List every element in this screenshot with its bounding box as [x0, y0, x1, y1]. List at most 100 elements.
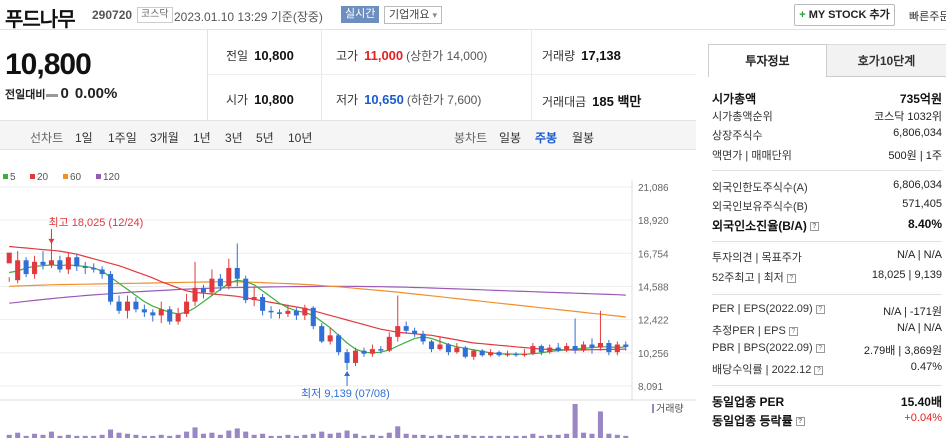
realtime-button[interactable]: 실시간	[341, 6, 380, 23]
divider	[712, 294, 942, 295]
candle-body	[175, 313, 181, 322]
current-price: 10,800	[5, 48, 92, 81]
volume-bar	[243, 431, 249, 438]
price-chart[interactable]: 21,086 18,920 16,754 14,588 12,422 10,256 8,09…	[0, 150, 696, 438]
industry-rate-value: +0.04%	[904, 412, 942, 424]
shares-value: 6,806,034	[893, 127, 942, 139]
quick-order-link[interactable]: 빠른주문	[909, 11, 946, 23]
candle-daily[interactable]: 일봉	[499, 131, 522, 145]
divider	[712, 241, 942, 242]
candle-body	[57, 260, 63, 270]
candle-body	[412, 330, 418, 334]
ma-legend-label: 5	[10, 172, 16, 183]
volume-bar	[226, 430, 232, 438]
volume-bar	[200, 433, 207, 438]
volume-bar	[285, 434, 291, 438]
industry-rate-label: 동일업종 등락률?	[712, 412, 805, 429]
help-icon[interactable]: ?	[815, 343, 825, 353]
market-cap-value: 735억원	[899, 92, 942, 106]
foreign-rate-value: 8.40%	[907, 217, 942, 231]
rank-value: 코스닥 1032위	[873, 111, 942, 123]
quote-datetime: 2023.01.10 13:29 기준(장중)	[174, 10, 323, 24]
volume-bar	[437, 434, 443, 438]
volume-bar	[530, 433, 536, 438]
candle-body	[260, 297, 266, 311]
help-icon[interactable]: ?	[815, 304, 825, 314]
period-1w[interactable]: 1주일	[108, 131, 137, 145]
volume-bar	[251, 434, 257, 438]
line-chart-label: 선차트	[30, 131, 64, 145]
candle-body	[352, 350, 359, 363]
candle-monthly[interactable]: 월봉	[572, 131, 595, 145]
candle-weekly[interactable]: 주봉	[535, 131, 558, 145]
candle-body	[302, 307, 308, 316]
volume-bar	[108, 429, 114, 438]
candle-body	[285, 310, 291, 314]
volume-bar	[471, 435, 477, 438]
volume-bar	[260, 433, 266, 438]
opinion-row: 투자의견 | 목표주가 N/A | N/A	[712, 249, 942, 266]
company-overview-dropdown[interactable]: 기업개요 ▾	[384, 6, 443, 24]
tab-order-book[interactable]: 호가10단계	[827, 44, 946, 77]
volume-label: 거래량	[542, 49, 576, 63]
dividend-row: 배당수익률 | 2022.12? 0.47%	[712, 361, 942, 378]
chevron-down-icon: ▾	[432, 10, 438, 20]
candle-body	[116, 301, 122, 311]
volume-bar	[555, 434, 561, 438]
volume-bar	[597, 411, 603, 438]
candle-body	[32, 261, 38, 275]
opinion-label: 투자의견 | 목표주가	[712, 252, 802, 264]
volume-bar	[412, 434, 418, 438]
volume-legend-label: 거래량	[656, 403, 684, 415]
volume-bar	[623, 435, 629, 438]
est-per-row: 추정PER | EPS? N/A | N/A	[712, 322, 942, 339]
candle-body	[226, 267, 232, 287]
volume-bar	[82, 435, 88, 438]
help-icon[interactable]: ?	[786, 273, 796, 283]
day-low-value: 10,650	[364, 92, 404, 107]
low-annotation: 최저 9,139 (07/08)	[301, 387, 390, 400]
change-label: 전일대비	[5, 89, 46, 101]
period-3m[interactable]: 3개월	[150, 131, 179, 145]
candle-body	[108, 274, 114, 302]
volume-bar	[462, 434, 468, 438]
help-icon[interactable]: ?	[795, 417, 805, 427]
day-low: 저가 10,650 (하한가 7,600)	[336, 91, 481, 108]
foreign-rate-label: 외국인소진율(B/A)?	[712, 217, 819, 234]
help-icon[interactable]: ?	[814, 365, 824, 375]
candle-body	[369, 349, 375, 354]
market-cap-row: 시가총액 735억원	[712, 90, 942, 107]
period-1y[interactable]: 1년	[193, 131, 211, 145]
volume-bar	[521, 435, 527, 438]
price-summary: 10,800 전일대비 0 0.00%	[0, 30, 208, 120]
dividend-label-text: 배당수익률 | 2022.12	[712, 364, 812, 376]
per-label-text: PER | EPS(2022.09)	[712, 303, 813, 315]
period-5y[interactable]: 5년	[256, 131, 274, 145]
pbr-label: PBR | BPS(2022.09)?	[712, 342, 825, 354]
candle-body	[496, 352, 502, 356]
company-overview-label: 기업개요	[389, 9, 430, 21]
candle-body	[200, 287, 207, 293]
per-value: N/A | -171원	[883, 306, 942, 318]
candle-body	[488, 352, 494, 356]
y-tick-label: 10,256	[638, 349, 669, 360]
foreign-rate-row: 외국인소진율(B/A)? 8.40%	[712, 217, 942, 234]
period-10y[interactable]: 10년	[288, 131, 313, 145]
volume-bar	[32, 433, 38, 438]
volume-bar	[158, 434, 164, 438]
par-value-row: 액면가 | 매매단위 500원 | 1주	[712, 147, 942, 164]
volume-bar	[564, 433, 570, 438]
help-icon[interactable]: ?	[809, 222, 819, 232]
volume-bar	[488, 435, 494, 438]
opinion-value: N/A | N/A	[896, 249, 942, 261]
add-my-stock-button[interactable]: + MY STOCK 추가	[794, 4, 895, 26]
high-annotation: 최고 18,025 (12/24)	[48, 216, 143, 229]
period-1d[interactable]: 1일	[75, 131, 93, 145]
foreign-own-value: 571,405	[902, 198, 942, 210]
candle-body	[192, 287, 198, 302]
ma-legend-label: 20	[37, 172, 49, 183]
period-3y[interactable]: 3년	[225, 131, 243, 145]
candle-body	[614, 344, 620, 353]
help-icon[interactable]: ?	[788, 326, 798, 336]
tab-invest-info[interactable]: 투자정보	[708, 44, 827, 77]
